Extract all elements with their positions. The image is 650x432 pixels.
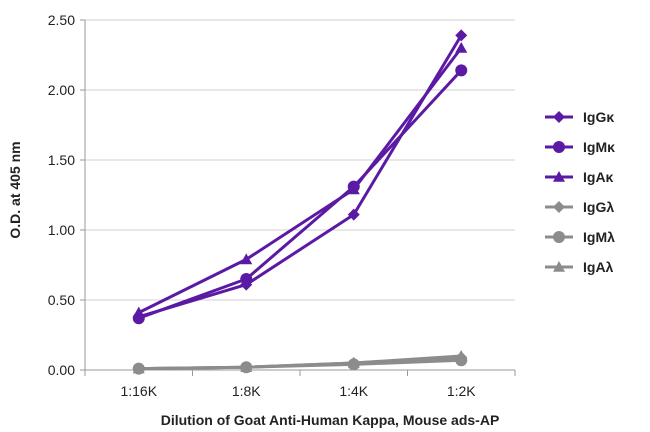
data-point <box>455 64 468 77</box>
y-tick-label: 2.50 <box>48 12 75 28</box>
y-tick-label: 0.50 <box>48 292 75 308</box>
axes <box>84 20 515 371</box>
data-point <box>240 253 253 265</box>
y-tick-label: 1.00 <box>48 222 75 238</box>
legend-marker <box>553 171 565 182</box>
legend-label: IgAκ <box>583 169 614 185</box>
y-axis-ticks: 0.00 0.50 1.00 1.50 2.00 2.50 <box>48 12 85 378</box>
x-tick-label: 1:8K <box>232 383 261 399</box>
series-group <box>132 29 468 375</box>
y-tick-label: 1.50 <box>48 152 75 168</box>
series-4 <box>132 351 468 375</box>
series-2 <box>132 64 468 325</box>
series-line <box>138 69 463 320</box>
legend-marker <box>553 141 565 153</box>
data-point <box>347 208 360 221</box>
legend-label: IgAλ <box>583 259 614 275</box>
data-point <box>455 29 468 42</box>
data-point <box>132 362 145 375</box>
legend-item: IgGκ <box>545 109 614 125</box>
y-tick-label: 0.00 <box>48 362 75 378</box>
data-point <box>240 278 253 291</box>
legend-marker <box>553 111 565 123</box>
legend-item: IgMκ <box>545 139 615 155</box>
y-tick-label: 2.00 <box>48 82 75 98</box>
series-3 <box>132 42 468 318</box>
legend-item: IgAλ <box>545 259 614 275</box>
data-point <box>455 42 468 53</box>
series-1 <box>132 29 468 323</box>
legend-label: IgGκ <box>583 109 614 125</box>
legend-marker <box>553 201 565 213</box>
legend: IgGκ IgMκ IgAκ IgGλ IgMλ IgAλ <box>545 109 615 275</box>
data-point <box>132 310 145 323</box>
data-point <box>240 361 253 374</box>
series-line <box>138 47 463 314</box>
legend-item: IgAκ <box>545 169 614 185</box>
x-tick-label: 1:2K <box>447 383 476 399</box>
data-point <box>347 180 360 193</box>
legend-label: IgGλ <box>583 199 614 215</box>
data-point <box>455 351 468 364</box>
data-point <box>347 357 360 369</box>
legend-marker <box>553 261 565 272</box>
series-line <box>138 355 462 371</box>
x-axis-ticks: 1:16K 1:8K 1:4K 1:2K <box>84 370 516 399</box>
legend-label: IgMλ <box>583 229 615 245</box>
legend-item: IgMλ <box>545 229 615 245</box>
x-axis-title: Dilution of Goat Anti-Human Kappa, Mouse… <box>161 412 500 428</box>
y-axis-title: O.D. at 405 nm <box>7 141 23 238</box>
legend-item: IgGλ <box>545 199 614 215</box>
x-tick-label: 1:4K <box>339 383 368 399</box>
legend-marker <box>553 231 565 243</box>
x-tick-label: 1:16K <box>120 383 157 399</box>
series-line <box>138 34 463 319</box>
legend-label: IgMκ <box>583 139 615 155</box>
